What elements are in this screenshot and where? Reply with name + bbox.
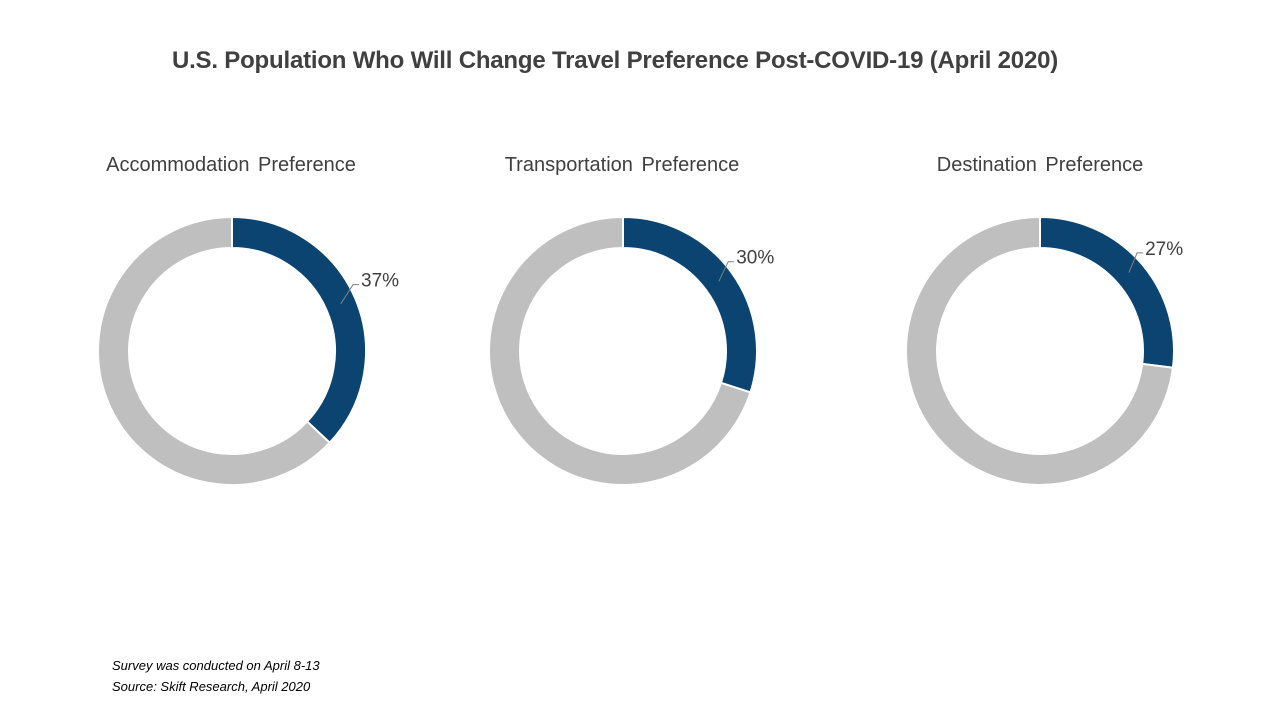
donut-slice-accommodation-1 xyxy=(97,215,332,486)
donut-title-destination: Destination Preference xyxy=(936,154,1144,176)
data-label-destination: 27% xyxy=(1145,239,1183,260)
donut-slice-accommodation-0 xyxy=(231,215,367,445)
chart-title-main: U.S. Population Who Will Change Travel P… xyxy=(171,47,1059,74)
source-note: Source: Skift Research, April 2020 xyxy=(112,679,311,694)
data-label-accommodation: 37% xyxy=(361,271,399,292)
donut-title-accommodation: Accommodation Preference xyxy=(106,154,356,176)
donut-slice-transportation-1 xyxy=(488,215,752,486)
donut-slice-transportation-0 xyxy=(622,215,758,394)
data-label-transportation: 30% xyxy=(736,248,774,269)
survey-note: Survey was conducted on April 8-13 xyxy=(112,658,320,673)
leader-line-transportation xyxy=(718,261,735,282)
leader-line-destination xyxy=(1128,252,1144,273)
donut-slice-destination-1 xyxy=(904,215,1175,486)
donut-title-transportation: Transportation Preference xyxy=(504,154,740,176)
leader-line-accommodation xyxy=(340,284,360,305)
